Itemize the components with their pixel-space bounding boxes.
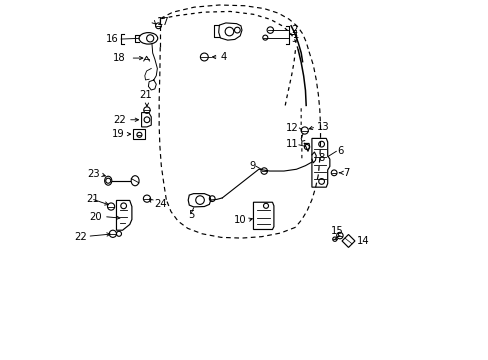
Text: 20: 20	[89, 212, 102, 221]
Bar	[133, 130, 144, 139]
Text: 8: 8	[317, 153, 324, 163]
Text: 15: 15	[330, 226, 343, 236]
Text: 9: 9	[248, 161, 255, 171]
Text: 4: 4	[220, 52, 226, 62]
Text: 7: 7	[343, 168, 349, 178]
Text: 6: 6	[336, 146, 343, 156]
Text: 5: 5	[188, 210, 194, 220]
Text: 19: 19	[111, 129, 124, 139]
Text: 11: 11	[285, 139, 298, 149]
Text: 18: 18	[113, 53, 125, 63]
Text: 22: 22	[74, 232, 86, 242]
Text: 14: 14	[356, 236, 368, 246]
Text: 17: 17	[157, 17, 169, 27]
Text: 1: 1	[292, 30, 299, 40]
Text: 23: 23	[87, 168, 100, 179]
Text: 13: 13	[316, 122, 329, 132]
Text: 21: 21	[139, 90, 152, 100]
Text: 3: 3	[290, 34, 297, 44]
Text: 16: 16	[106, 34, 119, 44]
Text: 2: 2	[290, 25, 297, 35]
Text: 10: 10	[233, 215, 246, 225]
Text: 21: 21	[86, 194, 99, 204]
Text: 22: 22	[113, 115, 126, 125]
Text: 24: 24	[154, 199, 166, 210]
Text: 12: 12	[285, 123, 298, 133]
